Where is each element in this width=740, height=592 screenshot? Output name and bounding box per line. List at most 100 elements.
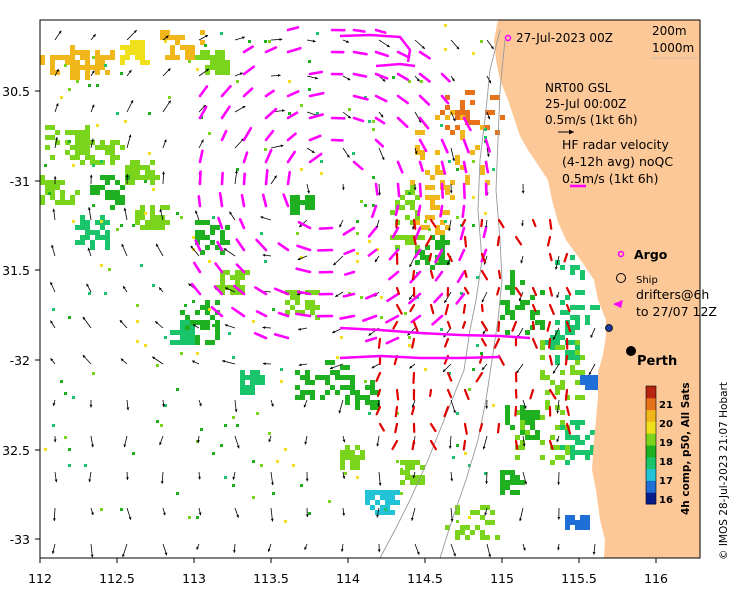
sst-pixel <box>92 204 95 207</box>
sst-pixel <box>55 140 60 145</box>
glider-vector <box>220 85 232 98</box>
hf-radar-vector <box>548 439 554 450</box>
sst-pixel <box>185 50 190 55</box>
sst-pixel <box>255 375 260 380</box>
sst-pixel <box>390 510 395 515</box>
drifter-track-4 <box>375 62 416 68</box>
sst-pixel <box>140 165 145 170</box>
sst-pixel <box>340 375 345 380</box>
sst-pixel <box>100 55 105 60</box>
hf-radar-vector <box>480 269 489 281</box>
glider-vector <box>308 134 322 142</box>
sst-pixel <box>295 200 300 205</box>
sst-pixel <box>180 325 185 330</box>
sst-pixel <box>225 65 230 70</box>
sst-pixel <box>190 320 195 325</box>
sst-pixel <box>85 125 90 130</box>
hf-radar-vector <box>461 218 467 227</box>
sst-pixel <box>190 340 195 345</box>
sst-pixel <box>230 285 235 290</box>
sst-pixel <box>575 395 580 400</box>
sst-pixel <box>164 40 167 43</box>
sst-pixel <box>300 390 305 395</box>
sst-pixel <box>90 160 95 165</box>
glider-vector <box>396 50 410 59</box>
sst-pixel <box>520 430 525 435</box>
sst-pixel <box>520 425 525 430</box>
argo-label: Argo <box>634 247 668 262</box>
sst-pixel <box>144 180 147 183</box>
sst-pixel <box>184 304 187 307</box>
sst-pixel <box>575 450 580 455</box>
sst-pixel <box>445 185 450 190</box>
sst-pixel <box>560 380 565 385</box>
sst-pixel <box>490 95 495 100</box>
sst-pixel <box>285 310 290 315</box>
sst-pixel <box>456 168 459 171</box>
sst-pixel <box>190 330 195 335</box>
sst-pixel <box>460 130 465 135</box>
sst-pixel <box>180 216 183 219</box>
sst-pixel <box>340 385 345 390</box>
sst-pixel <box>400 480 405 485</box>
hf-radar-vector <box>497 269 502 280</box>
sst-pixel <box>85 50 90 55</box>
sst-pixel <box>525 410 530 415</box>
sst-pixel <box>196 352 199 355</box>
glider-vector <box>418 94 431 106</box>
sst-pixel <box>570 270 575 275</box>
sst-pixel <box>44 164 47 167</box>
glider-vector <box>220 171 224 186</box>
sst-pixel <box>325 390 330 395</box>
hf-radar-vector <box>514 439 519 450</box>
sst-pixel <box>280 380 283 383</box>
glider-vector <box>343 270 356 276</box>
glider-vector <box>286 132 297 142</box>
sst-pixel <box>205 235 210 240</box>
hf-radar-vector <box>411 269 416 281</box>
sst-pixel <box>555 330 560 335</box>
sst-pixel <box>430 205 435 210</box>
sst-pixel <box>415 475 420 480</box>
sst-pixel <box>365 400 370 405</box>
glider-vector <box>352 50 368 56</box>
sst-pixel <box>68 140 71 143</box>
sst-pixel <box>445 105 450 110</box>
sst-pixel <box>360 296 363 299</box>
sst-pixel <box>215 320 220 325</box>
sst-pixel <box>196 516 199 519</box>
glider-vector <box>242 126 253 142</box>
sst-pixel <box>500 490 505 495</box>
glider-vector <box>396 94 409 105</box>
sst-pixel <box>196 440 199 443</box>
sst-pixel <box>340 450 345 455</box>
sst-pixel <box>210 55 215 60</box>
sst-pixel <box>395 245 400 250</box>
hf-radar-vector <box>429 218 437 228</box>
sst-pixel <box>370 495 375 500</box>
sst-pixel <box>505 330 510 335</box>
plot-frame <box>39 19 701 559</box>
glider-vector <box>352 94 369 101</box>
sst-pixel <box>410 235 415 240</box>
colorbar-cell <box>646 456 656 470</box>
sst-pixel <box>50 65 55 70</box>
sst-pixel <box>545 400 550 405</box>
sst-pixel <box>75 135 80 140</box>
sst-pixel <box>100 220 103 223</box>
sst-pixel <box>365 500 370 505</box>
sst-pixel <box>40 195 45 200</box>
sst-pixel <box>510 290 515 295</box>
sst-pixel <box>560 265 565 270</box>
hf-radar-velocity-vectors <box>375 218 572 451</box>
hf-radar-vector <box>511 320 518 332</box>
sst-pixel <box>188 60 191 63</box>
sst-pixel <box>215 335 220 340</box>
sst-pixel <box>132 452 135 455</box>
sst-pixel <box>135 170 140 175</box>
sst-pixel <box>115 190 120 195</box>
sst-pixel <box>585 320 590 325</box>
sst-pixel <box>85 55 90 60</box>
sst-pixel <box>50 190 55 195</box>
sst-pixel <box>472 52 475 55</box>
